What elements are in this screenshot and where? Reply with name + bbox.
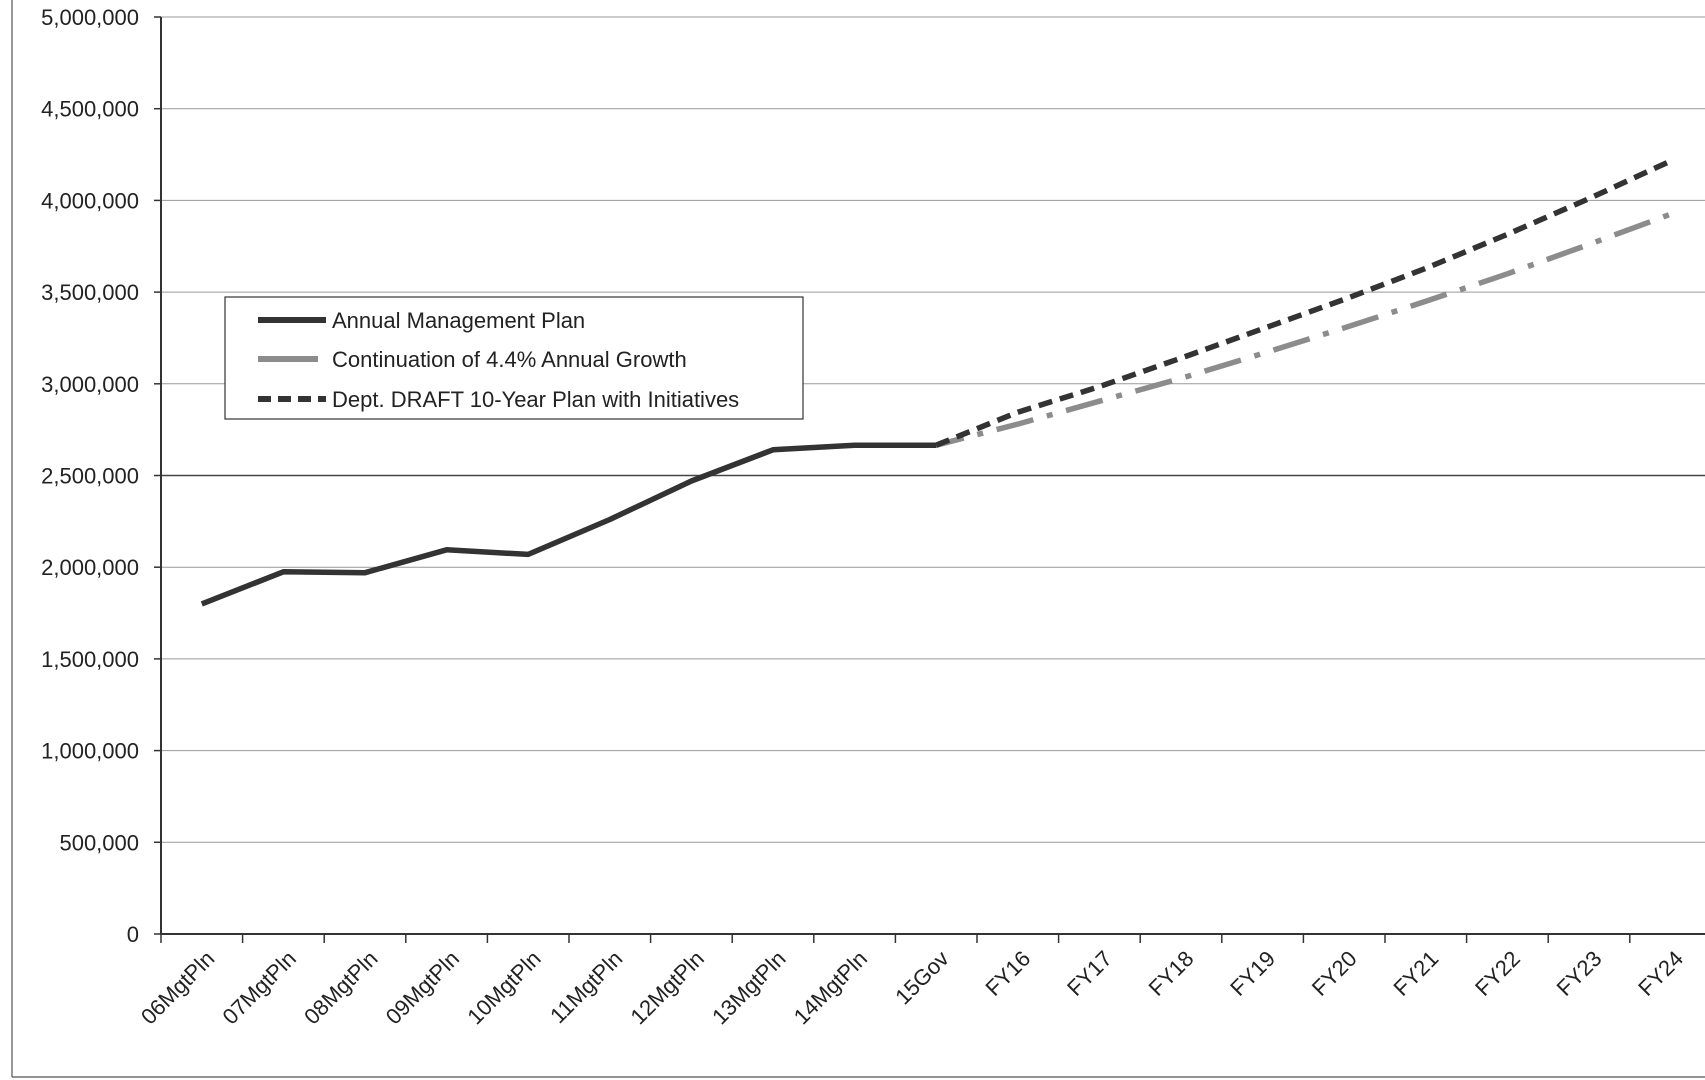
legend: Annual Management Plan Continuation of 4…: [224, 296, 804, 420]
legend-label-series-0: Annual Management Plan: [332, 308, 585, 333]
y-tick-label: 500,000: [59, 830, 139, 855]
axes: [11, 0, 1705, 1078]
y-tick-label: 2,000,000: [41, 555, 139, 580]
y-tick-label: 3,000,000: [41, 372, 139, 397]
x-tick-label: 11MgtPln: [545, 946, 627, 1028]
series-line-1: [854, 211, 1672, 448]
series-line-2: [935, 158, 1672, 448]
x-tick-label: 08MgtPln: [299, 946, 382, 1029]
x-tick-label: 09MgtPln: [381, 946, 464, 1029]
x-tick-label: 06MgtPln: [136, 946, 219, 1029]
y-tick-label: 4,000,000: [41, 188, 139, 213]
legend-label-series-2: Dept. DRAFT 10-Year Plan with Initiative…: [332, 387, 739, 412]
y-tick-label: 0: [127, 922, 139, 947]
x-tick-label: FY19: [1225, 946, 1280, 1001]
x-tick-label: FY16: [980, 946, 1035, 1001]
legend-label-series-1: Continuation of 4.4% Annual Growth: [332, 347, 687, 372]
x-tick-label: 13MgtPln: [707, 946, 790, 1029]
x-tick-labels: 06MgtPln07MgtPln08MgtPln09MgtPln10MgtPln…: [136, 946, 1688, 1029]
x-tick-label: FY22: [1470, 946, 1525, 1001]
y-tick-label: 1,500,000: [41, 647, 139, 672]
x-tick-label: 14MgtPln: [789, 946, 872, 1029]
y-tick-label: 1,000,000: [41, 739, 139, 764]
x-tick-label: FY21: [1388, 946, 1443, 1001]
gridlines: [161, 16, 1705, 843]
x-tick-label: FY24: [1633, 946, 1688, 1001]
x-tick-label: 12MgtPln: [626, 946, 709, 1029]
y-tick-labels: 0 500,000 1,000,000 1,500,000 2,000,000 2,500…: [41, 5, 139, 947]
x-tick-label: FY23: [1552, 946, 1607, 1001]
series-lines: [200, 158, 1672, 607]
x-tick-label: FY18: [1144, 946, 1199, 1001]
series-line-0: [200, 442, 937, 607]
y-tick-label: 2,500,000: [41, 464, 139, 489]
y-tick-label: 5,000,000: [41, 5, 139, 30]
x-tick-label: FY20: [1307, 946, 1362, 1001]
x-tick-label: 07MgtPln: [218, 946, 301, 1029]
x-tick-label: FY17: [1062, 946, 1117, 1001]
x-tick-label: 15Gov: [890, 946, 954, 1010]
x-tick-label: 10MgtPln: [462, 946, 545, 1029]
y-tick-label: 4,500,000: [41, 97, 139, 122]
y-tick-label: 3,500,000: [41, 280, 139, 305]
